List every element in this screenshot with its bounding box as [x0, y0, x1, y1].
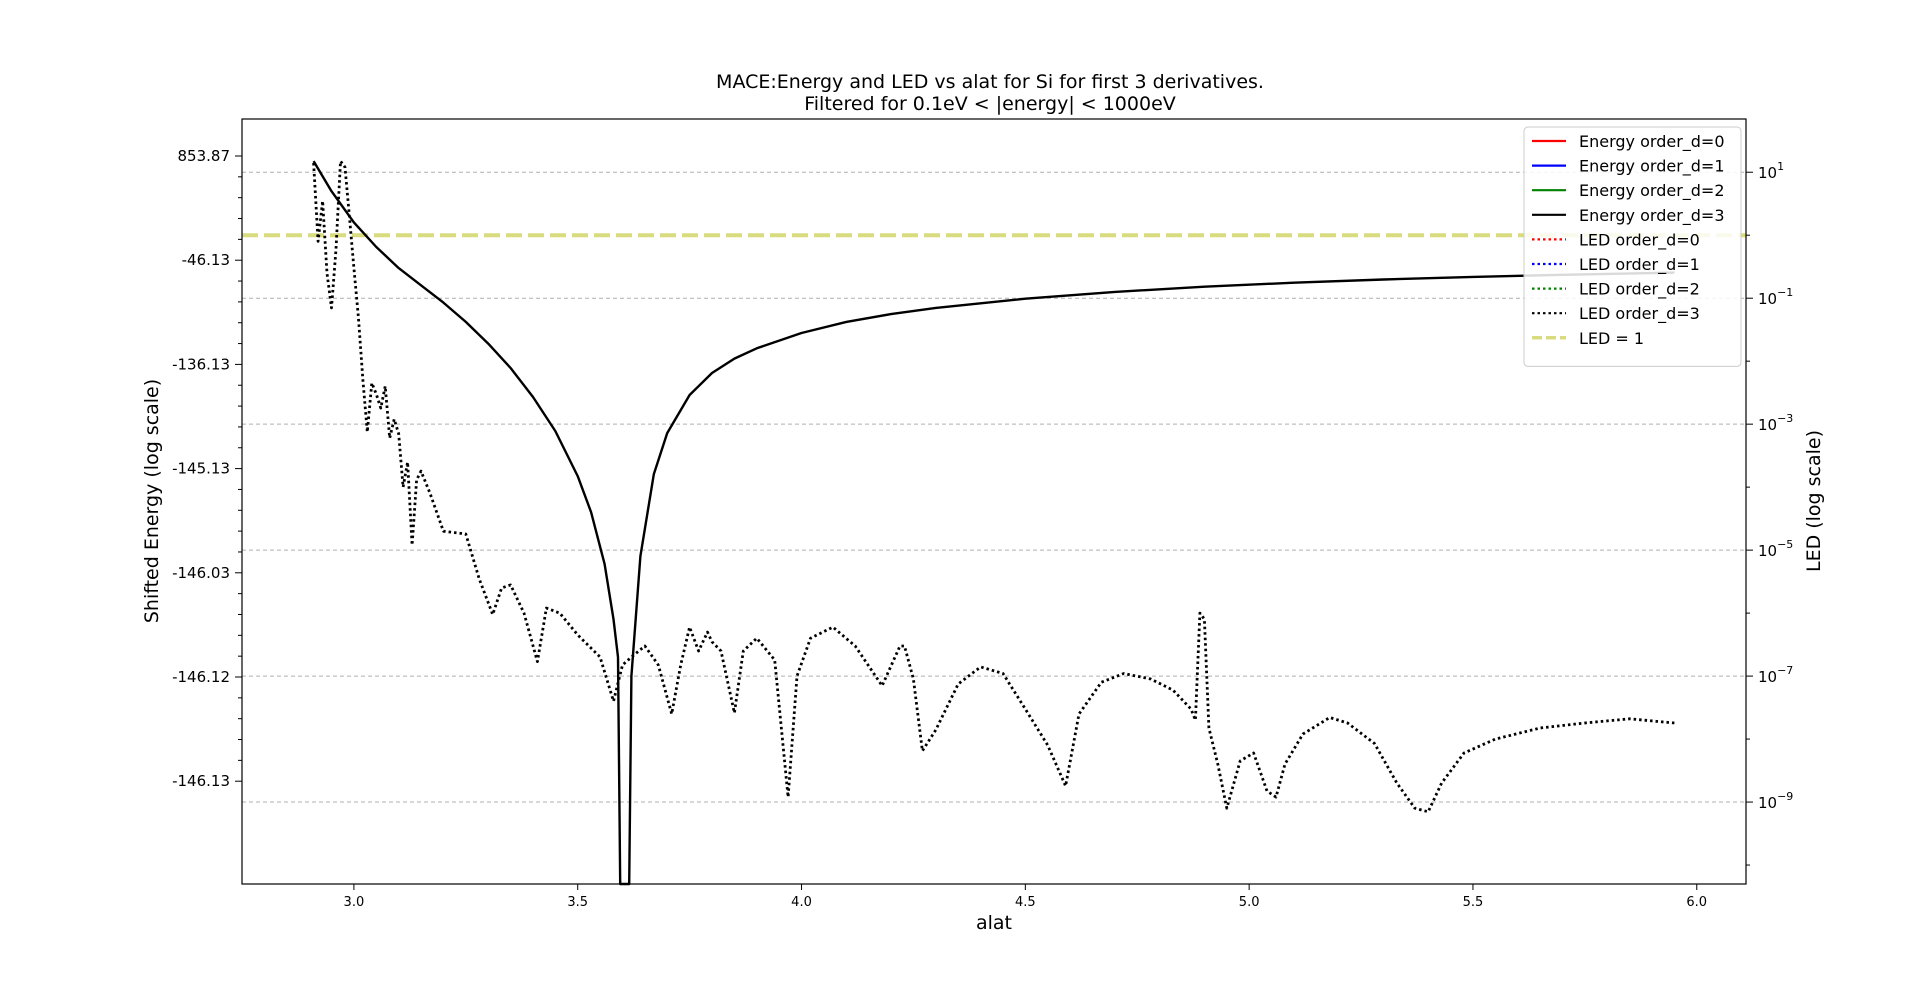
legend-label: LED order_d=3 [1579, 304, 1700, 324]
chart-subtitle: Filtered for 0.1eV < |energy| < 1000eV [804, 93, 1176, 115]
x-tick-label: 5.0 [1239, 895, 1260, 910]
x-tick-label: 4.5 [1015, 895, 1036, 910]
legend-label: Energy order_d=3 [1579, 206, 1725, 226]
energy-series-line [312, 160, 1675, 886]
y-tick-label: -145.13 [172, 460, 230, 478]
legend: Energy order_d=0 Energy order_d=1 Energy o… [1523, 126, 1742, 367]
y-tick-label: 853.87 [178, 147, 231, 165]
x-axis: 3.0 3.5 4.0 4.5 5.0 5.5 6.0 [344, 884, 1707, 910]
y-tick-label: -46.13 [182, 251, 230, 269]
y2-tick-label: 10−5 [1758, 538, 1793, 560]
grid-lines [242, 171, 1746, 803]
x-tick-label: 5.5 [1463, 895, 1484, 910]
legend-label: Energy order_d=1 [1579, 157, 1725, 177]
y2-tick-label: 10−7 [1758, 664, 1793, 686]
series-group [312, 159, 1675, 886]
y2-tick-label: 10−3 [1758, 412, 1793, 434]
y2-tick-label: 101 [1758, 160, 1784, 182]
y-tick-label: -146.13 [172, 772, 230, 790]
legend-label: LED order_d=1 [1579, 255, 1700, 275]
y-tick-label: -146.12 [172, 668, 230, 686]
legend-label: LED order_d=2 [1579, 280, 1700, 300]
x-tick-label: 6.0 [1686, 895, 1707, 910]
chart-title: MACE:Energy and LED vs alat for Si for f… [716, 71, 1264, 93]
y-axis: 853.87 -46.13 -136.13 -145.13 -146.03 -146.12… [172, 147, 242, 790]
legend-label: LED order_d=0 [1579, 230, 1700, 250]
legend-box [1523, 126, 1742, 367]
legend-label: LED = 1 [1579, 329, 1644, 348]
plot-area [241, 118, 1747, 885]
y2-tick-label: 10−9 [1758, 790, 1793, 812]
x-tick-label: 3.0 [344, 895, 365, 910]
y2-axis: 101 10−1 10−3 10−5 10−7 10−9 [1746, 160, 1793, 866]
y2-axis-label: LED (log scale) [1803, 430, 1825, 572]
x-tick-label: 4.0 [791, 895, 812, 910]
y-tick-label: -136.13 [172, 355, 230, 373]
x-axis-label: alat [976, 912, 1012, 934]
y-tick-label: -146.03 [172, 564, 230, 582]
x-tick-label: 3.5 [567, 895, 588, 910]
y-axis-label: Shifted Energy (log scale) [141, 379, 163, 623]
legend-label: Energy order_d=2 [1579, 181, 1725, 201]
led-series-line [312, 159, 1675, 814]
y2-tick-label: 10−1 [1758, 286, 1793, 308]
legend-label: Energy order_d=0 [1579, 132, 1725, 152]
